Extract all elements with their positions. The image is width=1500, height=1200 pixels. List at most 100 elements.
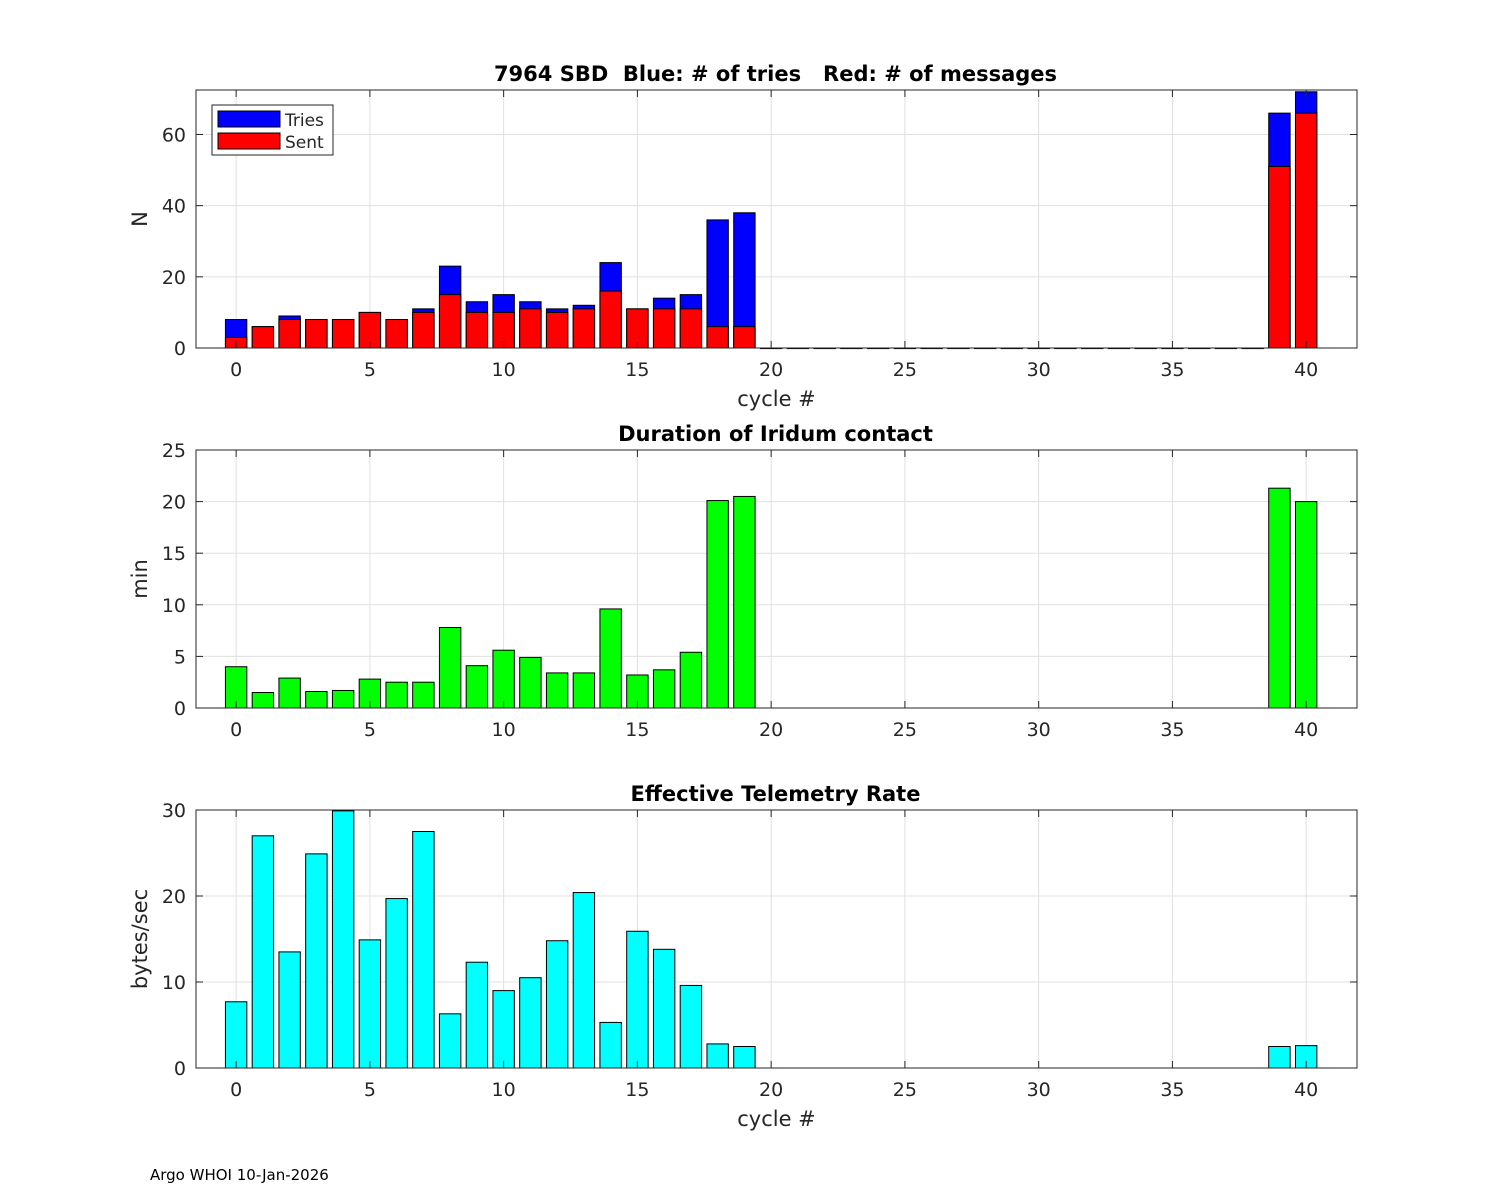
bar xyxy=(652,669,676,709)
bar xyxy=(331,689,355,709)
y-tick-label: 20 xyxy=(162,492,186,514)
x-tick-label: 5 xyxy=(364,1079,376,1101)
x-tick-label: 15 xyxy=(625,719,649,741)
y-tick-label: 20 xyxy=(162,886,186,908)
bar-sent xyxy=(385,319,408,349)
bar xyxy=(251,692,275,709)
bar xyxy=(492,990,515,1069)
y-tick-label: 10 xyxy=(162,595,186,617)
bar xyxy=(412,831,435,1069)
bar-sent xyxy=(545,311,569,349)
y-tick-label: 60 xyxy=(162,124,186,146)
bar xyxy=(626,930,649,1069)
bar xyxy=(1268,487,1291,709)
bar xyxy=(599,1021,622,1069)
x-tick-label: 10 xyxy=(492,719,516,741)
x-tick-label: 40 xyxy=(1294,719,1318,741)
bar xyxy=(251,835,275,1069)
bar xyxy=(519,977,542,1069)
x-tick-label: 40 xyxy=(1294,1079,1318,1101)
x-tick-label: 20 xyxy=(759,359,783,381)
bar xyxy=(278,951,301,1069)
bar xyxy=(438,1013,462,1069)
y-axis-label: N xyxy=(128,211,152,227)
chart-panel-2: 0 5 10 15 20 25 30 35 40 0 5 10 15 20 25 Duration of Ir… xyxy=(128,422,1358,741)
bar xyxy=(706,1043,729,1069)
bar xyxy=(358,939,382,1069)
bar-sent xyxy=(599,290,622,349)
x-tick-label: 15 xyxy=(625,1079,649,1101)
bar xyxy=(305,690,328,709)
bar xyxy=(1294,501,1318,709)
y-tick-label: 0 xyxy=(174,338,186,360)
bar-sent xyxy=(412,311,435,349)
bar xyxy=(679,984,703,1069)
bar xyxy=(331,810,355,1069)
y-tick-label: 15 xyxy=(162,543,186,565)
y-tick-label: 0 xyxy=(174,1058,186,1080)
y-tick-label: 10 xyxy=(162,972,186,994)
x-tick-label: 0 xyxy=(230,359,242,381)
bar xyxy=(545,940,569,1069)
legend-label: Sent xyxy=(285,133,324,153)
bar-sent xyxy=(572,308,596,349)
x-axis-label: cycle # xyxy=(737,1107,816,1131)
y-axis-label: bytes/sec xyxy=(128,889,152,989)
y-tick-label: 0 xyxy=(174,698,186,720)
x-axis-label: cycle # xyxy=(737,387,816,411)
bar-sent xyxy=(465,311,489,349)
y-tick-label: 30 xyxy=(162,800,186,822)
bar-sent xyxy=(733,326,756,349)
bar-sent xyxy=(519,308,542,349)
x-tick-label: 5 xyxy=(364,719,376,741)
x-tick-label: 25 xyxy=(893,359,917,381)
bar-sent xyxy=(438,294,462,349)
bar xyxy=(385,898,408,1069)
bar-sent xyxy=(251,326,275,349)
legend-swatch-tries xyxy=(217,110,281,128)
bar-sent xyxy=(1268,166,1291,349)
axes-box xyxy=(195,809,1358,1069)
bar-sent xyxy=(278,319,301,349)
x-tick-label: 25 xyxy=(893,719,917,741)
bar xyxy=(492,649,515,709)
bar xyxy=(706,500,729,709)
x-tick-label: 0 xyxy=(230,1079,242,1101)
bar xyxy=(465,665,489,709)
x-tick-label: 20 xyxy=(759,1079,783,1101)
bar xyxy=(1268,1046,1291,1069)
bar xyxy=(572,672,596,709)
x-tick-label: 35 xyxy=(1160,719,1184,741)
bar xyxy=(385,681,408,709)
bar xyxy=(652,948,676,1069)
chart-panel-3: 0 5 10 15 20 25 30 35 40 0 10 20 30 Effective Telemet… xyxy=(128,782,1358,1131)
x-tick-label: 0 xyxy=(230,719,242,741)
bar xyxy=(465,961,489,1069)
bar xyxy=(733,495,756,709)
x-tick-label: 35 xyxy=(1160,359,1184,381)
chart-panel-1: 0 5 10 15 20 25 30 35 40 0 20 40 60 7964 SBD Blue: # … xyxy=(128,62,1358,411)
x-tick-label: 30 xyxy=(1027,1079,1051,1101)
bar-sent xyxy=(331,319,355,349)
y-axis-label: min xyxy=(128,559,152,599)
bar xyxy=(679,651,703,709)
x-tick-label: 30 xyxy=(1027,359,1051,381)
y-tick-label: 20 xyxy=(162,267,186,289)
chart-title: 7964 SBD Blue: # of tries Red: # of mess… xyxy=(494,62,1057,86)
plot-area xyxy=(196,90,1357,348)
chart-title: Effective Telemetry Rate xyxy=(631,782,921,806)
bar xyxy=(545,672,569,709)
bar xyxy=(224,1001,248,1069)
chart-title: Duration of Iridum contact xyxy=(618,422,933,446)
legend-swatch-sent xyxy=(217,132,281,150)
y-tick-label: 40 xyxy=(162,196,186,218)
axes-box xyxy=(195,89,1358,349)
y-tick-label: 25 xyxy=(162,440,186,462)
x-tick-label: 20 xyxy=(759,719,783,741)
x-tick-label: 10 xyxy=(492,359,516,381)
bar xyxy=(438,627,462,709)
x-tick-label: 35 xyxy=(1160,1079,1184,1101)
bar xyxy=(572,892,596,1069)
